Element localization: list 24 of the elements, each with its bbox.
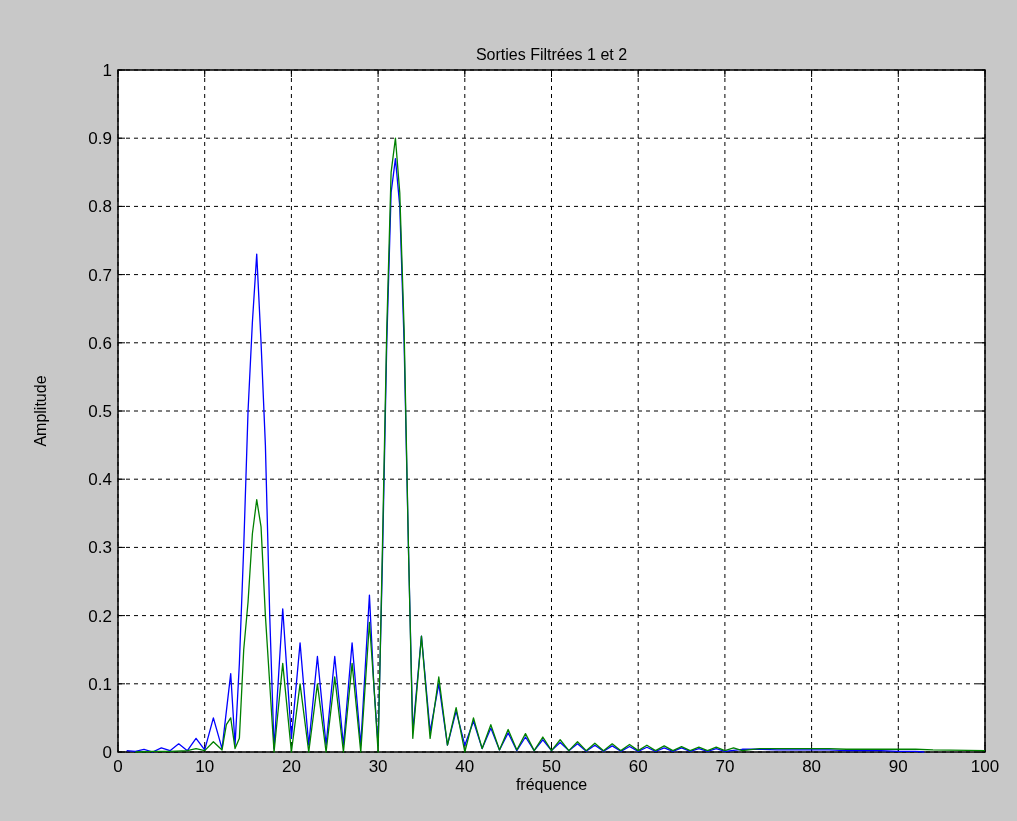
y-tick-label: 0.8 [88,197,112,217]
y-tick-label: 0.4 [88,470,112,490]
y-tick-label: 0.2 [88,606,112,626]
y-tick-label: 0 [102,743,112,762]
x-tick-label: 60 [628,757,648,776]
x-tick-label: 30 [368,757,388,776]
x-tick-label: 40 [455,757,475,776]
y-tick-label: 0.6 [88,333,112,353]
x-tick-label: 70 [715,757,735,776]
y-tick-label: 0.7 [88,265,112,285]
y-tick-label: 0.3 [88,538,112,558]
x-tick-label: 20 [281,757,301,776]
y-tick-label: 0.1 [88,674,112,694]
x-tick-label: 10 [195,757,215,776]
y-tick-label: 1 [102,61,112,80]
x-tick-label: 90 [888,757,908,776]
y-axis-title: Amplitude [32,375,49,447]
x-tick-label: 100 [970,757,1000,776]
x-tick-label: 50 [542,757,561,776]
x-axis-title: fréquence [515,776,588,793]
y-tick-label: 0.9 [88,129,112,149]
x-tick-label: 80 [802,757,822,776]
y-tick-label: 0.5 [88,402,112,421]
chart-title: Sorties Filtrées 1 et 2 [475,46,628,63]
